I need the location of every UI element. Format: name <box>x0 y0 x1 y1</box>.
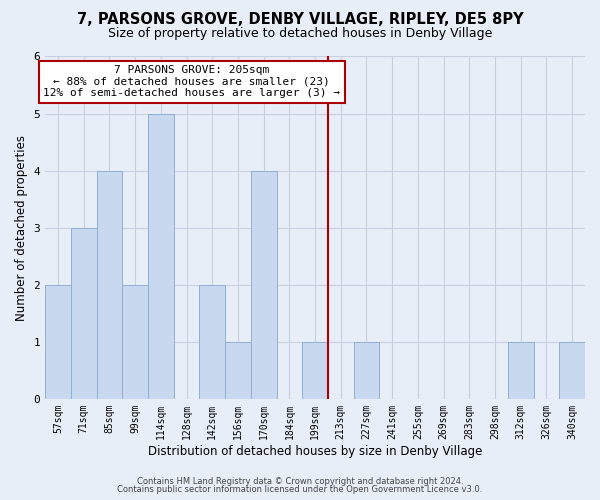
Text: Size of property relative to detached houses in Denby Village: Size of property relative to detached ho… <box>108 28 492 40</box>
Text: Contains HM Land Registry data © Crown copyright and database right 2024.: Contains HM Land Registry data © Crown c… <box>137 477 463 486</box>
Bar <box>508 342 533 399</box>
Bar <box>71 228 97 399</box>
Text: Contains public sector information licensed under the Open Government Licence v3: Contains public sector information licen… <box>118 484 482 494</box>
Bar <box>45 284 71 399</box>
Bar <box>302 342 328 399</box>
X-axis label: Distribution of detached houses by size in Denby Village: Distribution of detached houses by size … <box>148 444 482 458</box>
Text: 7, PARSONS GROVE, DENBY VILLAGE, RIPLEY, DE5 8PY: 7, PARSONS GROVE, DENBY VILLAGE, RIPLEY,… <box>77 12 523 28</box>
Text: 7 PARSONS GROVE: 205sqm
← 88% of detached houses are smaller (23)
12% of semi-de: 7 PARSONS GROVE: 205sqm ← 88% of detache… <box>43 65 340 98</box>
Bar <box>559 342 585 399</box>
Bar <box>251 170 277 399</box>
Y-axis label: Number of detached properties: Number of detached properties <box>15 134 28 320</box>
Bar <box>122 284 148 399</box>
Bar <box>225 342 251 399</box>
Bar <box>199 284 225 399</box>
Bar <box>97 170 122 399</box>
Bar <box>148 114 173 399</box>
Bar <box>353 342 379 399</box>
